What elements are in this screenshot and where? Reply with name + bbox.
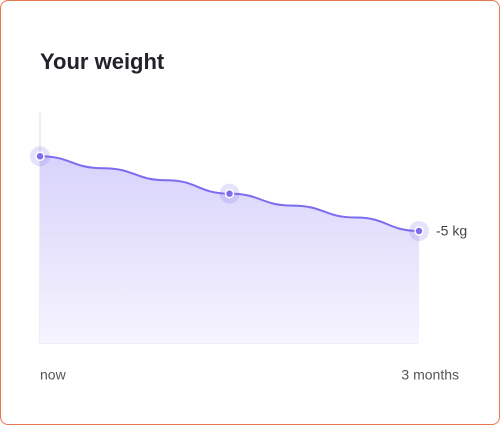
marker: [35, 151, 45, 162]
x-tick-label: now: [40, 367, 67, 383]
x-tick-label: 3 months: [401, 367, 459, 383]
marker: [224, 188, 235, 199]
marker: [414, 226, 424, 236]
value-label: -5 kg: [436, 223, 467, 239]
chart-title: Your weight: [40, 49, 165, 74]
area: [40, 156, 419, 343]
